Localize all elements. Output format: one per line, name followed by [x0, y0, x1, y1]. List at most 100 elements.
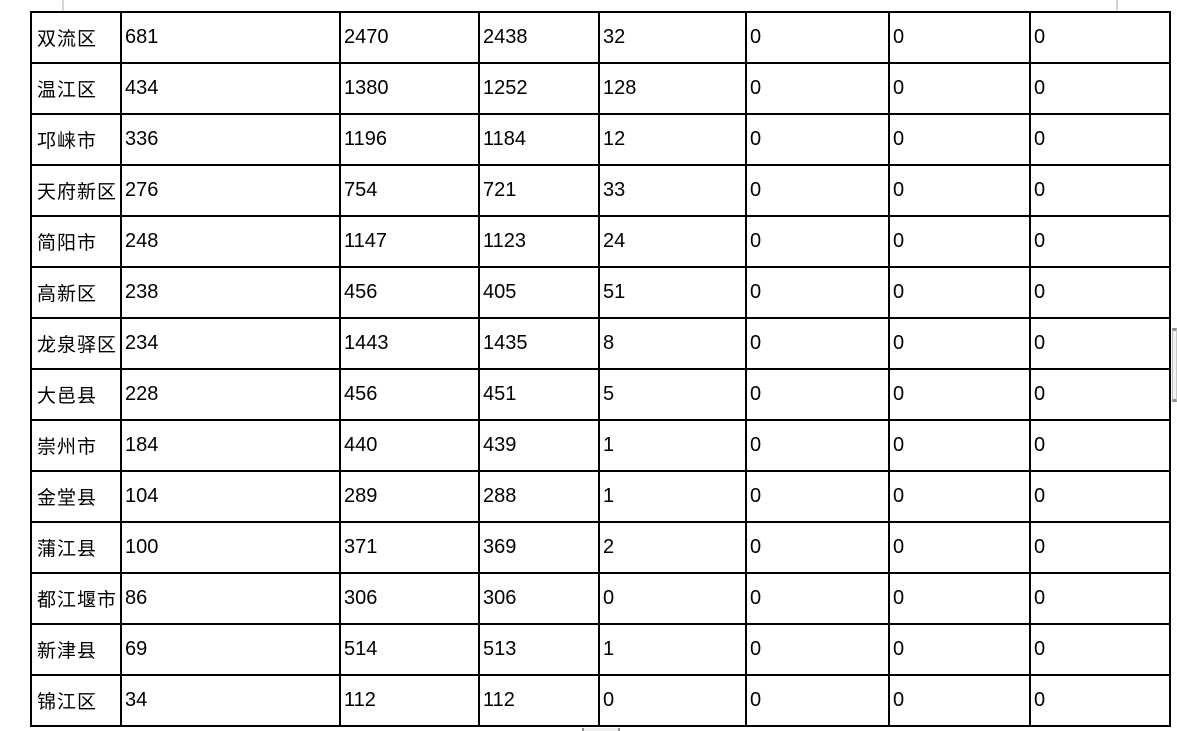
district-cell[interactable]: 大邑县 [30, 368, 122, 421]
table-cell[interactable]: 0 [888, 521, 1031, 574]
table-cell[interactable]: 1380 [339, 62, 480, 115]
district-cell[interactable]: 崇州市 [30, 419, 122, 472]
table-cell[interactable]: 24 [598, 215, 747, 268]
table-cell[interactable]: 0 [1029, 11, 1171, 64]
table-cell[interactable]: 0 [888, 419, 1031, 472]
table-cell[interactable]: 371 [339, 521, 480, 574]
district-cell[interactable]: 温江区 [30, 62, 122, 115]
table-cell[interactable]: 1184 [478, 113, 600, 166]
district-cell[interactable]: 天府新区 [30, 164, 122, 217]
table-cell[interactable]: 104 [120, 470, 341, 523]
table-cell[interactable]: 34 [120, 674, 341, 727]
table-cell[interactable]: 0 [745, 266, 890, 319]
table-cell[interactable]: 0 [1029, 164, 1171, 217]
table-cell[interactable]: 2 [598, 521, 747, 574]
table-cell[interactable]: 32 [598, 11, 747, 64]
table-cell[interactable]: 306 [339, 572, 480, 625]
table-cell[interactable]: 456 [339, 368, 480, 421]
table-cell[interactable]: 51 [598, 266, 747, 319]
table-cell[interactable]: 0 [888, 113, 1031, 166]
table-cell[interactable]: 456 [339, 266, 480, 319]
table-cell[interactable]: 0 [1029, 674, 1171, 727]
table-cell[interactable]: 0 [745, 113, 890, 166]
table-cell[interactable]: 69 [120, 623, 341, 676]
table-cell[interactable]: 0 [745, 11, 890, 64]
table-cell[interactable]: 100 [120, 521, 341, 574]
vertical-scrollbar-thumb[interactable] [1172, 328, 1177, 402]
table-cell[interactable]: 1252 [478, 62, 600, 115]
district-cell[interactable]: 简阳市 [30, 215, 122, 268]
table-cell[interactable]: 1443 [339, 317, 480, 370]
table-cell[interactable]: 0 [1029, 215, 1171, 268]
table-cell[interactable]: 0 [745, 419, 890, 472]
table-cell[interactable]: 0 [888, 215, 1031, 268]
table-cell[interactable]: 12 [598, 113, 747, 166]
table-cell[interactable]: 184 [120, 419, 341, 472]
table-cell[interactable]: 451 [478, 368, 600, 421]
table-cell[interactable]: 1 [598, 623, 747, 676]
table-cell[interactable]: 0 [1029, 113, 1171, 166]
table-cell[interactable]: 0 [745, 572, 890, 625]
table-cell[interactable]: 0 [888, 11, 1031, 64]
table-cell[interactable]: 1435 [478, 317, 600, 370]
table-cell[interactable]: 0 [1029, 521, 1171, 574]
table-cell[interactable]: 5 [598, 368, 747, 421]
table-cell[interactable]: 0 [598, 572, 747, 625]
table-cell[interactable]: 128 [598, 62, 747, 115]
district-cell[interactable]: 邛崃市 [30, 113, 122, 166]
table-cell[interactable]: 2470 [339, 11, 480, 64]
table-cell[interactable]: 234 [120, 317, 341, 370]
table-cell[interactable]: 1147 [339, 215, 480, 268]
table-cell[interactable]: 248 [120, 215, 341, 268]
district-cell[interactable]: 都江堰市 [30, 572, 122, 625]
table-cell[interactable]: 0 [888, 470, 1031, 523]
table-cell[interactable]: 0 [1029, 623, 1171, 676]
table-cell[interactable]: 0 [888, 572, 1031, 625]
table-cell[interactable]: 0 [1029, 62, 1171, 115]
district-cell[interactable]: 龙泉驿区 [30, 317, 122, 370]
table-cell[interactable]: 681 [120, 11, 341, 64]
table-cell[interactable]: 0 [1029, 419, 1171, 472]
table-cell[interactable]: 0 [888, 62, 1031, 115]
district-cell[interactable]: 高新区 [30, 266, 122, 319]
table-cell[interactable]: 439 [478, 419, 600, 472]
table-cell[interactable]: 0 [598, 674, 747, 727]
table-cell[interactable]: 0 [888, 266, 1031, 319]
table-cell[interactable]: 0 [1029, 368, 1171, 421]
table-cell[interactable]: 1 [598, 419, 747, 472]
table-cell[interactable]: 0 [888, 164, 1031, 217]
table-cell[interactable]: 513 [478, 623, 600, 676]
table-cell[interactable]: 0 [745, 623, 890, 676]
table-cell[interactable]: 238 [120, 266, 341, 319]
table-cell[interactable]: 0 [1029, 470, 1171, 523]
table-cell[interactable]: 0 [745, 470, 890, 523]
table-cell[interactable]: 289 [339, 470, 480, 523]
district-cell[interactable]: 新津县 [30, 623, 122, 676]
table-cell[interactable]: 369 [478, 521, 600, 574]
table-cell[interactable]: 0 [1029, 572, 1171, 625]
table-cell[interactable]: 0 [745, 164, 890, 217]
table-cell[interactable]: 0 [745, 215, 890, 268]
table-cell[interactable]: 0 [888, 317, 1031, 370]
horizontal-scrollbar-thumb[interactable] [582, 728, 620, 731]
table-cell[interactable]: 405 [478, 266, 600, 319]
table-cell[interactable]: 86 [120, 572, 341, 625]
table-cell[interactable]: 754 [339, 164, 480, 217]
table-cell[interactable]: 0 [888, 368, 1031, 421]
table-cell[interactable]: 306 [478, 572, 600, 625]
table-cell[interactable]: 112 [478, 674, 600, 727]
table-cell[interactable]: 112 [339, 674, 480, 727]
district-cell[interactable]: 双流区 [30, 11, 122, 64]
table-cell[interactable]: 0 [1029, 266, 1171, 319]
table-cell[interactable]: 1 [598, 470, 747, 523]
district-cell[interactable]: 金堂县 [30, 470, 122, 523]
table-cell[interactable]: 0 [745, 317, 890, 370]
table-cell[interactable]: 1196 [339, 113, 480, 166]
table-cell[interactable]: 434 [120, 62, 341, 115]
table-cell[interactable]: 288 [478, 470, 600, 523]
district-cell[interactable]: 锦江区 [30, 674, 122, 727]
table-cell[interactable]: 0 [745, 521, 890, 574]
table-cell[interactable]: 721 [478, 164, 600, 217]
table-cell[interactable]: 0 [745, 368, 890, 421]
table-cell[interactable]: 2438 [478, 11, 600, 64]
